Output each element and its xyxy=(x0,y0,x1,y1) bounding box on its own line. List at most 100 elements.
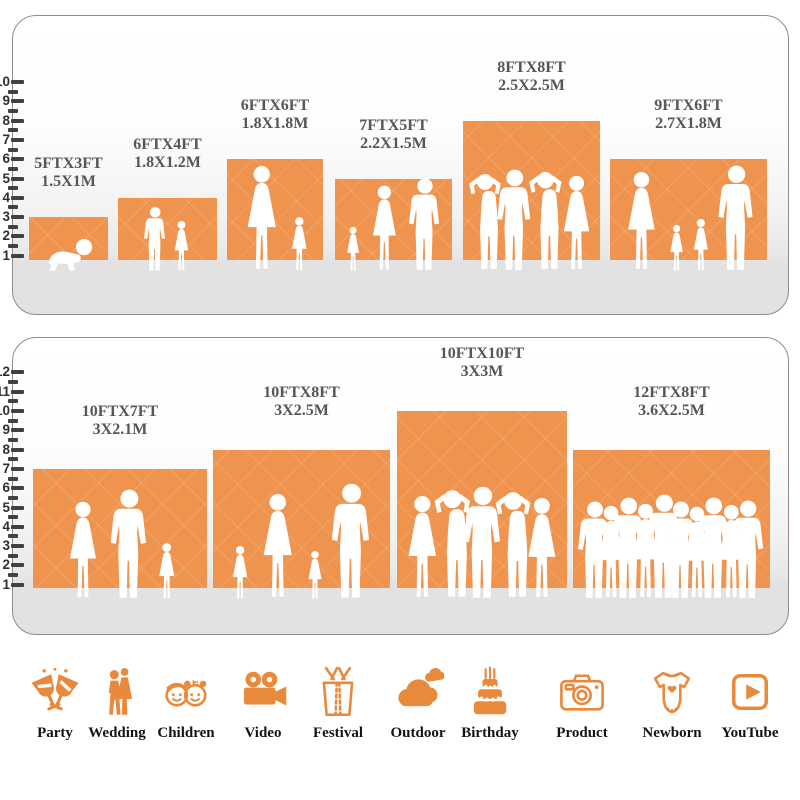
ruler-minor-tick xyxy=(8,553,18,558)
ruler-minor-tick xyxy=(8,437,18,442)
backdrop-size-label: 6FTX4FT 1.8X1.2M xyxy=(18,136,318,172)
size-label-ft: 6FTX4FT xyxy=(133,135,202,153)
backdrop-size-label: 5FTX3FT 1.5X1M xyxy=(0,155,219,191)
backdrop-bar xyxy=(335,178,452,260)
size-label-m: 3X2.5M xyxy=(274,401,329,419)
man-silhouette xyxy=(406,177,444,272)
man-silhouette xyxy=(728,499,768,600)
woman-silhouette xyxy=(365,184,404,272)
ruler-tick-label: 9 xyxy=(2,93,10,109)
ruler-minor-tick xyxy=(8,515,18,520)
ruler-tick xyxy=(11,563,24,568)
backdrop-size-label: 6FTX6FT 1.8X1.8M xyxy=(125,97,425,133)
ruler-tick xyxy=(11,118,24,123)
ruler-minor-tick xyxy=(8,534,18,539)
ruler-tick-label: 10 xyxy=(0,74,10,89)
ruler-tick-label: 5 xyxy=(2,170,10,186)
ruler-tick-label: 6 xyxy=(2,151,10,167)
size-label-ft: 9FTX6FT xyxy=(654,97,723,115)
ruler-minor-tick xyxy=(8,244,18,249)
ruler-tick-label: 2 xyxy=(2,557,10,573)
ruler-tick xyxy=(11,234,24,239)
backdrop-size-label: 8FTX8FT 2.5X2.5M xyxy=(382,59,682,95)
ruler-tick xyxy=(11,80,24,84)
ruler-minor-tick xyxy=(8,418,18,423)
size-label-ft: 8FTX8FT xyxy=(497,58,566,76)
size-label-ft: 6FTX6FT xyxy=(240,97,310,115)
ruler-tick-label: 11 xyxy=(0,383,10,399)
ruler-tick-label: 3 xyxy=(2,538,10,554)
ruler-tick-label: 12 xyxy=(0,364,10,380)
ruler-tick-label: 1 xyxy=(2,576,10,592)
ruler-minor-tick xyxy=(8,186,18,191)
size-label-m: 3X3M xyxy=(460,363,504,380)
ruler-tick xyxy=(11,582,24,587)
ruler-tick xyxy=(11,447,24,452)
ruler-minor-tick xyxy=(8,224,18,229)
woman-silhouette xyxy=(619,170,664,272)
ruler-tick xyxy=(11,466,24,471)
ruler-minor-tick xyxy=(8,495,18,500)
ruler-tick xyxy=(11,370,24,375)
ruler-tick-label: 7 xyxy=(2,460,10,476)
ruler-tick-label: 4 xyxy=(2,518,10,534)
ruler-tick xyxy=(11,157,24,162)
backdrop-size-label: 10FTX8FT 3X2.5M xyxy=(152,384,452,420)
ruler-tick-label: 7 xyxy=(2,131,10,147)
boy-silhouette xyxy=(142,206,168,272)
ruler-tick xyxy=(11,409,24,413)
size-label-ft: 10FTX10FT xyxy=(439,345,525,362)
ruler-tick-label: 5 xyxy=(2,499,10,515)
ruler-tick xyxy=(11,524,24,529)
backdrop-size-label: 9FTX6FT 2.7X1.8M xyxy=(539,97,800,133)
size-label-ft: 12FTX8FT xyxy=(633,383,710,401)
ruler-minor-tick xyxy=(8,108,18,113)
crawling-baby-silhouette xyxy=(42,236,95,272)
size-label-m: 1.8X1.8M xyxy=(241,115,309,133)
ruler-tick xyxy=(11,215,24,220)
size-label-ft: 10FTX8FT xyxy=(263,383,340,401)
ruler-minor-tick xyxy=(8,476,18,481)
ruler-tick xyxy=(11,486,24,491)
girl-silhouette xyxy=(304,550,326,600)
ruler-minor-tick xyxy=(8,380,18,385)
ruler-tick xyxy=(11,137,24,142)
girl-silhouette xyxy=(170,220,193,272)
size-label-m: 2.2X1.5M xyxy=(360,134,427,152)
girl-silhouette xyxy=(666,224,687,272)
backdrop-size-label: 7FTX5FT 2.2X1.5M xyxy=(244,117,544,153)
ruler-minor-tick xyxy=(8,205,18,210)
woman-silhouette xyxy=(238,164,286,272)
ruler-tick xyxy=(11,389,24,394)
ruler-tick-label: 8 xyxy=(2,441,10,457)
ruler-minor-tick xyxy=(8,128,18,133)
girl-silhouette xyxy=(228,545,252,600)
ruler-tick-label: 4 xyxy=(2,189,10,205)
girl-silhouette xyxy=(154,542,180,600)
size-label-m: 2.5X2.5M xyxy=(498,76,565,94)
ruler-tick xyxy=(11,99,24,104)
ruler-tick xyxy=(11,428,24,433)
ruler-tick-label: 2 xyxy=(2,228,10,244)
ruler-tick xyxy=(11,195,24,200)
backdrop-size-label: 10FTX10FT 3X3M xyxy=(332,345,632,381)
backdrop-bar xyxy=(227,159,323,260)
ruler-minor-tick xyxy=(8,457,18,462)
ruler-minor-tick xyxy=(8,89,18,94)
backdrop-size-label: 10FTX7FT 3X2.1M xyxy=(0,403,270,439)
girl-silhouette xyxy=(343,226,363,272)
ruler-minor-tick xyxy=(8,166,18,171)
man-silhouette xyxy=(328,482,375,600)
woman-silhouette xyxy=(254,492,302,600)
size-label-m: 3.6X2.5M xyxy=(638,401,705,419)
girl-silhouette xyxy=(287,216,312,272)
man-silhouette xyxy=(715,164,758,272)
backdrop-bar xyxy=(118,197,217,260)
ruler-tick-label: 6 xyxy=(2,480,10,496)
size-label-m: 1.5X1M xyxy=(41,173,96,191)
ruler-minor-tick xyxy=(8,147,18,152)
size-label-m: 1.8X1.2M xyxy=(134,153,201,171)
size-label-m: 3X2.1M xyxy=(92,420,148,438)
ruler-tick xyxy=(11,253,24,258)
